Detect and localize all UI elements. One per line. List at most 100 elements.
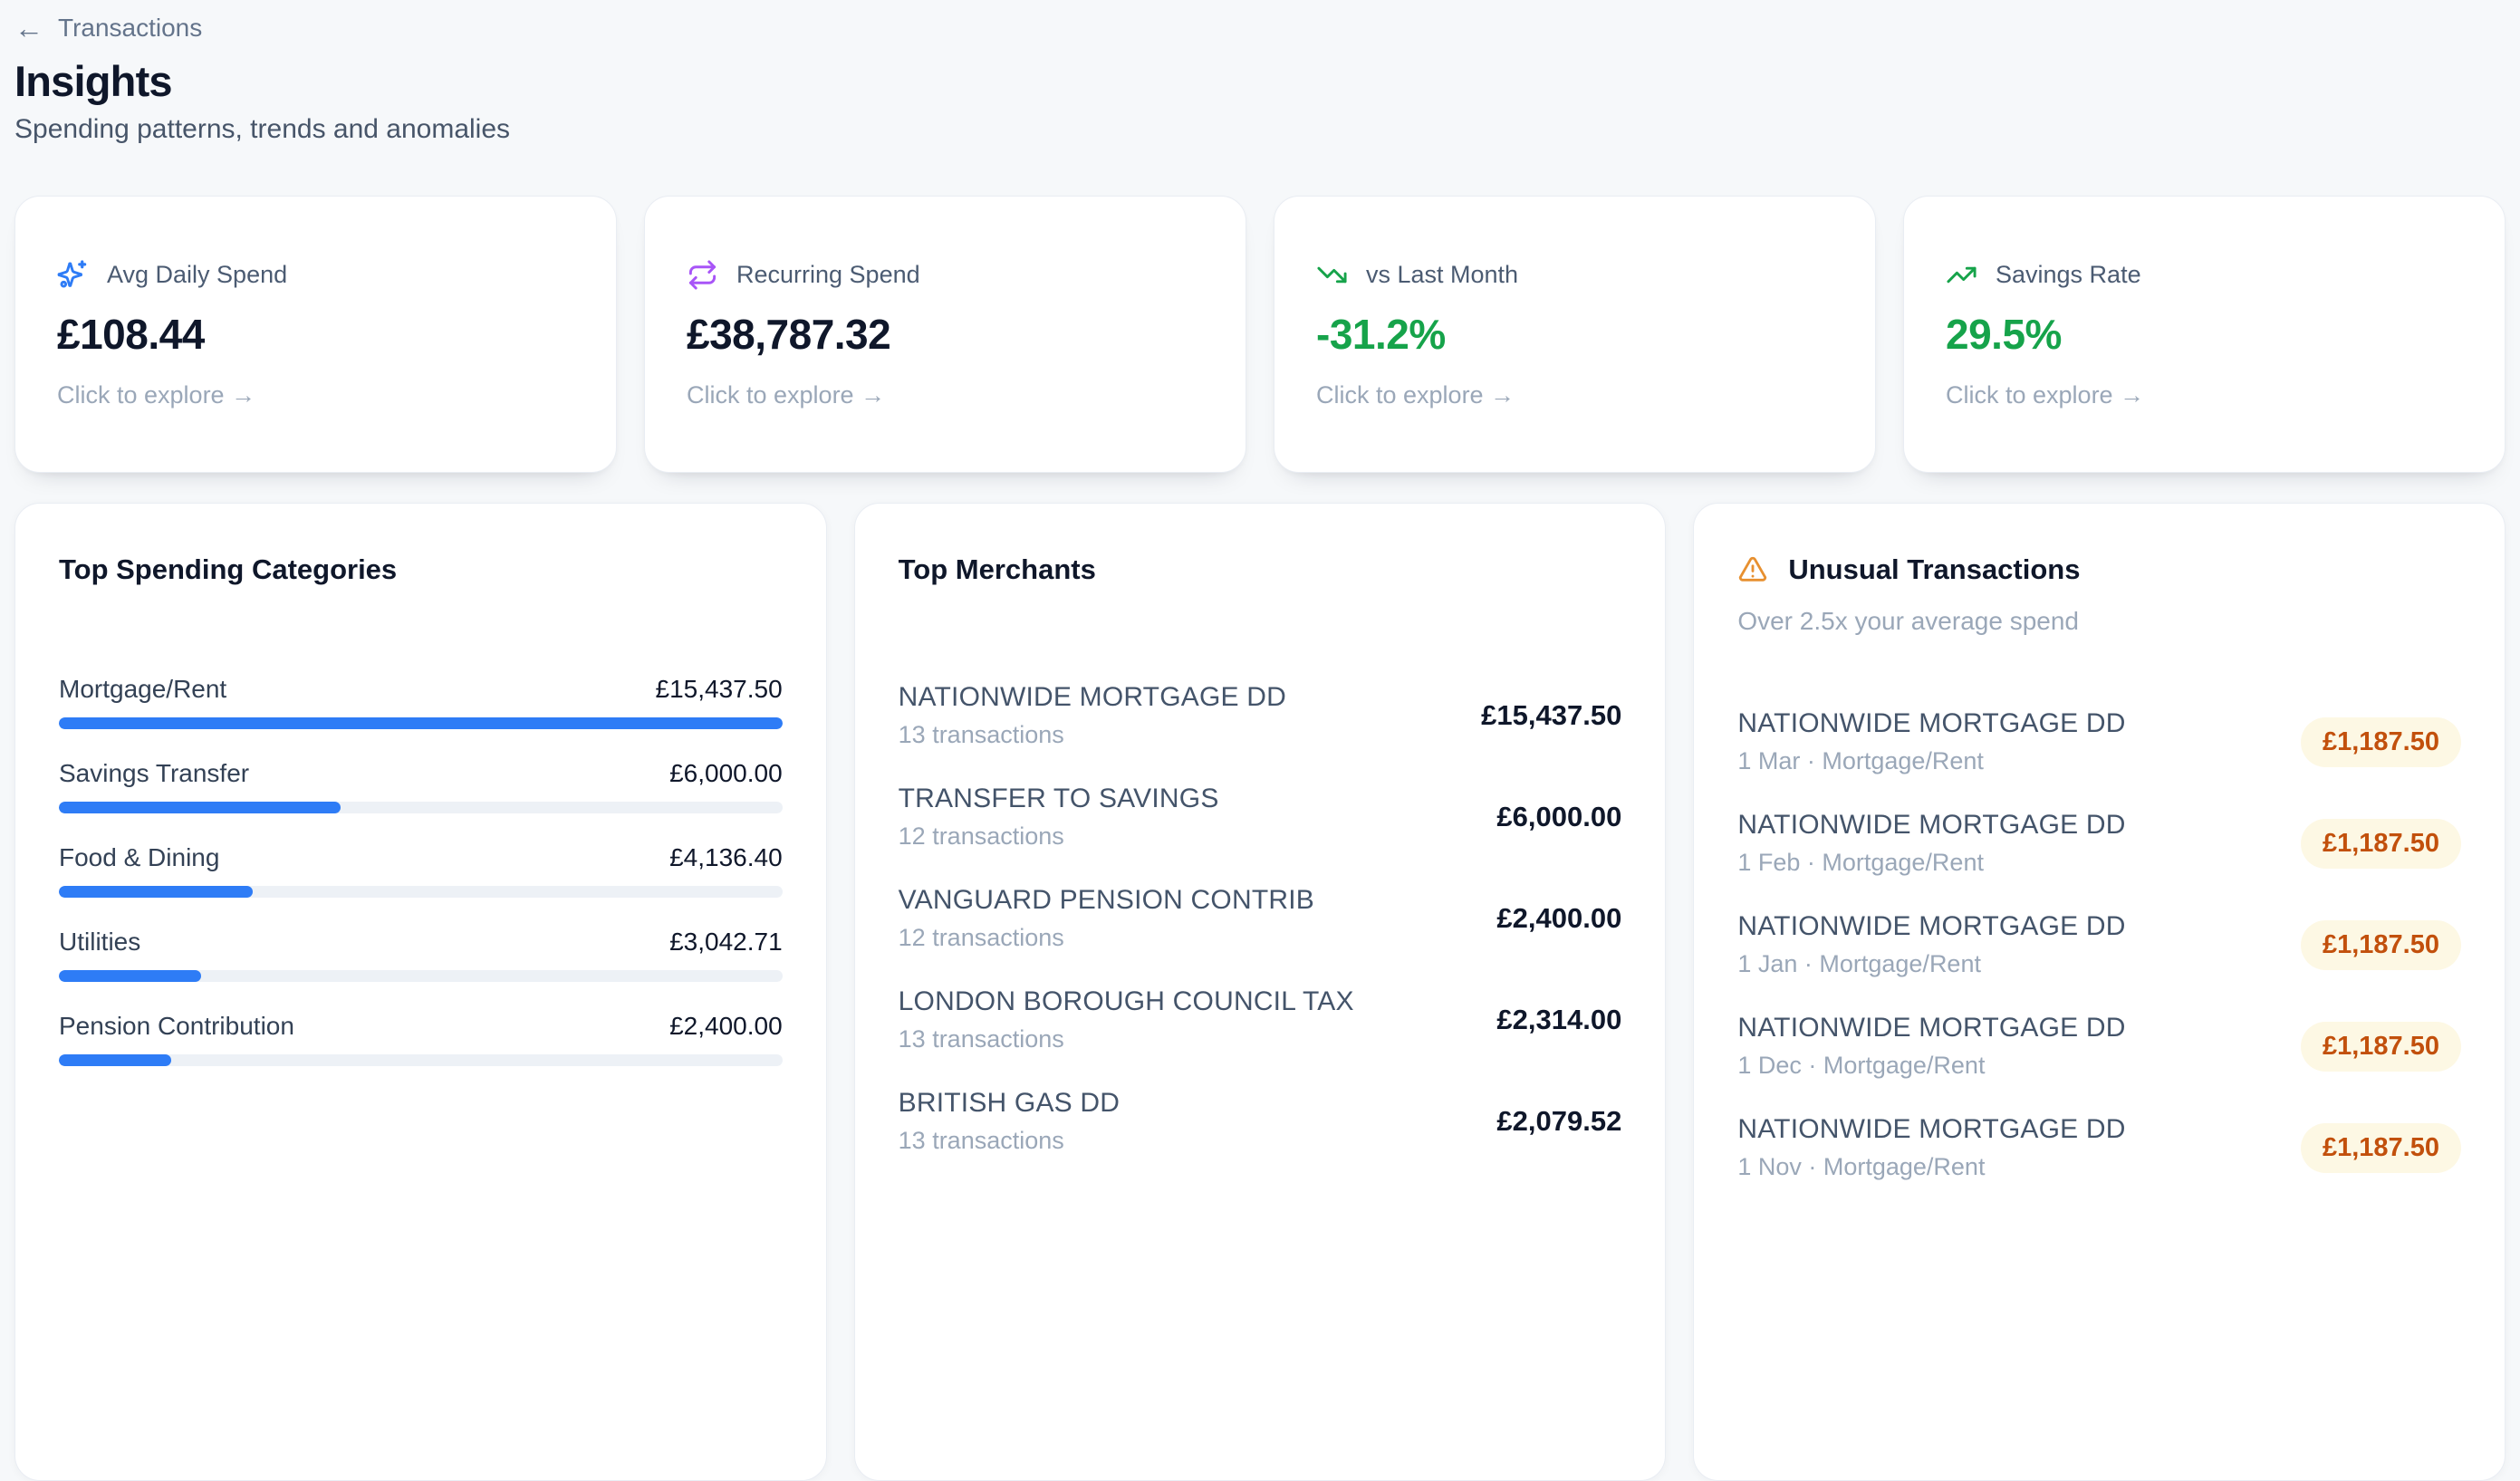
- panels-row: Top Spending Categories Mortgage/Rent £1…: [14, 503, 2506, 1481]
- progress-track: [59, 970, 783, 983]
- click-to-explore: Click to explore →: [687, 381, 886, 409]
- panel-header: Unusual Transactions: [1737, 553, 2461, 586]
- category-list: Mortgage/Rent £15,437.50 Savings Transfe…: [59, 675, 783, 1067]
- progress-track: [59, 802, 783, 814]
- transaction-amount-badge: £1,187.50: [2300, 716, 2461, 767]
- category-row: Mortgage/Rent £15,437.50: [59, 675, 783, 730]
- transaction-meta: 1 Feb · Mortgage/Rent: [1737, 849, 1984, 877]
- top-spending-categories-panel: Top Spending Categories Mortgage/Rent £1…: [14, 503, 827, 1481]
- merchant-amount: £15,437.50: [1481, 699, 1622, 732]
- back-to-transactions-link[interactable]: ← Transactions: [14, 13, 202, 43]
- progress-fill: [59, 802, 341, 814]
- merchant-transaction-count: 13 transactions: [898, 1127, 1064, 1155]
- stat-card-savings-rate[interactable]: Savings Rate 29.5% Click to explore →: [1903, 196, 2506, 474]
- stat-value: -31.2%: [1316, 311, 1446, 359]
- progress-track: [59, 886, 783, 899]
- merchant-transaction-count: 13 transactions: [898, 1025, 1064, 1053]
- warning-triangle-icon: [1739, 556, 1767, 582]
- category-label: Mortgage/Rent: [59, 675, 227, 704]
- stat-label: Avg Daily Spend: [107, 261, 288, 289]
- transaction-amount-badge: £1,187.50: [2300, 919, 2461, 970]
- merchant-transaction-count: 12 transactions: [898, 822, 1064, 851]
- unusual-transaction-row: NATIONWIDE MORTGAGE DD 1 Jan · Mortgage/…: [1737, 911, 2461, 978]
- transaction-name: NATIONWIDE MORTGAGE DD: [1737, 1013, 2126, 1043]
- category-label: Food & Dining: [59, 843, 220, 872]
- stat-card-header: Avg Daily Spend: [57, 259, 574, 291]
- merchant-name: TRANSFER TO SAVINGS: [898, 784, 1219, 814]
- merchant-amount: £2,314.00: [1496, 1004, 1622, 1036]
- category-amount: £3,042.71: [669, 928, 783, 957]
- click-to-explore: Click to explore →: [1946, 381, 2145, 409]
- merchant-row: BRITISH GAS DD 13 transactions £2,079.52: [899, 1088, 1622, 1155]
- stat-value: 29.5%: [1946, 311, 2062, 359]
- stat-label: Recurring Spend: [736, 261, 920, 289]
- merchant-row: TRANSFER TO SAVINGS 12 transactions £6,0…: [899, 784, 1622, 851]
- merchant-row: VANGUARD PENSION CONTRIB 12 transactions…: [899, 885, 1622, 952]
- merchant-transaction-count: 12 transactions: [898, 924, 1064, 952]
- unusual-transactions-panel: Unusual Transactions Over 2.5x your aver…: [1693, 503, 2506, 1481]
- progress-track: [59, 1054, 783, 1067]
- merchant-row: NATIONWIDE MORTGAGE DD 13 transactions £…: [899, 682, 1622, 749]
- stat-value: £108.44: [57, 311, 205, 359]
- back-arrow-icon: ←: [14, 11, 43, 44]
- transaction-meta: 1 Mar · Mortgage/Rent: [1737, 747, 1984, 775]
- stats-row: Avg Daily Spend £108.44 Click to explore…: [14, 196, 2506, 474]
- category-amount: £15,437.50: [655, 675, 783, 704]
- category-amount: £4,136.40: [669, 843, 783, 872]
- transaction-amount-badge: £1,187.50: [2300, 818, 2461, 869]
- transaction-name: NATIONWIDE MORTGAGE DD: [1737, 810, 2126, 841]
- merchant-name: LONDON BOROUGH COUNCIL TAX: [898, 986, 1354, 1017]
- transaction-meta: 1 Jan · Mortgage/Rent: [1737, 950, 1981, 978]
- sparkles-icon: [57, 260, 87, 288]
- category-label: Pension Contribution: [59, 1012, 294, 1041]
- stat-card-recurring-spend[interactable]: Recurring Spend £38,787.32 Click to expl…: [644, 196, 1246, 474]
- transaction-meta: 1 Nov · Mortgage/Rent: [1737, 1153, 1986, 1181]
- repeat-icon: [688, 260, 717, 290]
- panel-title: Top Merchants: [898, 553, 1096, 586]
- stat-card-header: vs Last Month: [1316, 259, 1833, 291]
- category-amount: £6,000.00: [669, 759, 783, 788]
- transaction-amount-badge: £1,187.50: [2300, 1021, 2461, 1072]
- stat-card-avg-daily-spend[interactable]: Avg Daily Spend £108.44 Click to explore…: [14, 196, 617, 474]
- arrow-right-icon: →: [231, 381, 256, 409]
- top-merchants-panel: Top Merchants NATIONWIDE MORTGAGE DD 13 …: [853, 503, 1667, 1481]
- click-to-explore: Click to explore →: [1316, 381, 1515, 409]
- merchant-name: NATIONWIDE MORTGAGE DD: [898, 682, 1286, 713]
- panel-title: Top Spending Categories: [59, 553, 398, 586]
- category-row: Utilities £3,042.71: [59, 928, 783, 983]
- category-row: Savings Transfer £6,000.00: [59, 759, 783, 814]
- progress-fill: [59, 717, 783, 730]
- category-label: Savings Transfer: [59, 759, 250, 788]
- merchant-list: NATIONWIDE MORTGAGE DD 13 transactions £…: [899, 682, 1622, 1155]
- unusual-transaction-row: NATIONWIDE MORTGAGE DD 1 Dec · Mortgage/…: [1737, 1013, 2461, 1080]
- trending-down-icon: [1317, 267, 1347, 284]
- transaction-name: NATIONWIDE MORTGAGE DD: [1737, 1114, 2126, 1145]
- transaction-name: NATIONWIDE MORTGAGE DD: [1737, 708, 2126, 739]
- merchant-amount: £2,400.00: [1496, 902, 1622, 935]
- merchant-amount: £6,000.00: [1496, 801, 1622, 833]
- arrow-right-icon: →: [1490, 381, 1515, 409]
- category-row: Pension Contribution £2,400.00: [59, 1012, 783, 1067]
- merchant-row: LONDON BOROUGH COUNCIL TAX 13 transactio…: [899, 986, 1622, 1053]
- stat-label: vs Last Month: [1366, 261, 1519, 289]
- page-subtitle: Spending patterns, trends and anomalies: [14, 114, 511, 145]
- progress-fill: [59, 886, 254, 899]
- stat-label: Savings Rate: [1996, 261, 2141, 289]
- progress-fill: [59, 1054, 171, 1067]
- unusual-transaction-row: NATIONWIDE MORTGAGE DD 1 Nov · Mortgage/…: [1737, 1114, 2461, 1181]
- category-label: Utilities: [59, 928, 141, 957]
- progress-track: [59, 717, 783, 730]
- merchant-name: VANGUARD PENSION CONTRIB: [898, 885, 1314, 916]
- transaction-name: NATIONWIDE MORTGAGE DD: [1737, 911, 2126, 942]
- breadcrumb-label: Transactions: [58, 14, 203, 42]
- category-amount: £2,400.00: [669, 1012, 783, 1041]
- trending-up-icon: [1947, 267, 1977, 284]
- progress-fill: [59, 970, 202, 983]
- unusual-transaction-list: NATIONWIDE MORTGAGE DD 1 Mar · Mortgage/…: [1737, 708, 2461, 1181]
- stat-card-header: Savings Rate: [1946, 259, 2463, 291]
- stat-card-vs-last-month[interactable]: vs Last Month -31.2% Click to explore →: [1274, 196, 1876, 474]
- stat-card-header: Recurring Spend: [687, 259, 1204, 291]
- merchant-amount: £2,079.52: [1496, 1105, 1622, 1138]
- unusual-transaction-row: NATIONWIDE MORTGAGE DD 1 Feb · Mortgage/…: [1737, 810, 2461, 877]
